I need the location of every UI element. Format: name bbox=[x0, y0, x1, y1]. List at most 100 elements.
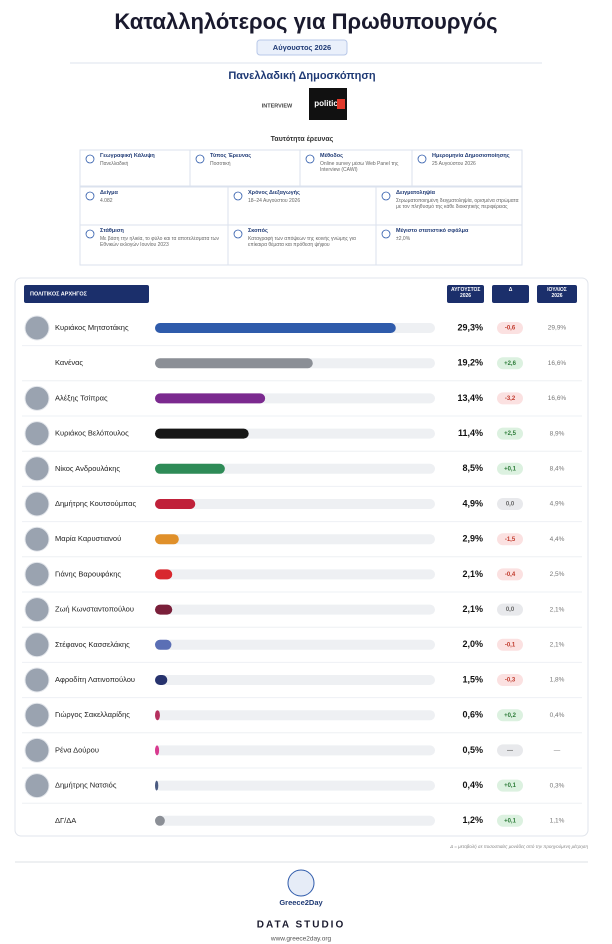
text-box: Δειγματοληψία bbox=[396, 190, 436, 196]
delta-label: -3,2 bbox=[505, 396, 516, 402]
bar-track bbox=[155, 745, 435, 756]
info-label: Τύπος Έρευνας bbox=[210, 153, 252, 159]
avatar bbox=[24, 421, 50, 447]
info-box bbox=[79, 224, 229, 266]
value-label: 19,2% bbox=[457, 358, 483, 368]
delta-label: 0,0 bbox=[506, 502, 515, 508]
text-box: Με βάση την ηλικία, το φύλο και τα αποτε… bbox=[100, 236, 220, 249]
value-label: 29,3% bbox=[457, 322, 483, 332]
bar-track bbox=[155, 815, 435, 826]
category-label: Αφροδίτη Λατινοπούλου bbox=[55, 675, 135, 684]
july-label: 2,1% bbox=[550, 606, 565, 613]
text-box: Σκοπός bbox=[248, 228, 268, 234]
text-box: Καταγραφή των απόψεων της κοινής γνώμης … bbox=[248, 236, 356, 249]
category-label: Ρένα Δούρου bbox=[55, 745, 99, 754]
text-box: Τύπος Έρευνας bbox=[210, 153, 252, 159]
delta-pill bbox=[497, 603, 523, 616]
bar bbox=[155, 323, 396, 333]
avatar bbox=[24, 773, 50, 799]
delta-label: +0,1 bbox=[504, 783, 517, 789]
series-name: Δ bbox=[508, 287, 513, 293]
info-icon bbox=[417, 154, 427, 164]
category-label: Δημήτρης Κουτσούμπας bbox=[55, 499, 136, 508]
bar bbox=[155, 428, 249, 439]
info-label: Δείγμα bbox=[100, 190, 118, 196]
july-label: 1,1% bbox=[550, 818, 565, 825]
info-label: Δειγματοληψία bbox=[396, 190, 436, 196]
july-label: 16,6% bbox=[548, 360, 567, 367]
category-label: Στέφανος Κασσελάκης bbox=[55, 640, 130, 649]
delta-label: +0,1 bbox=[504, 818, 517, 824]
avatar bbox=[24, 667, 50, 693]
july-label: 1,8% bbox=[550, 677, 565, 684]
info-label: Χρόνος Διεξαγωγής bbox=[248, 190, 300, 196]
text-box: Μέθοδος bbox=[320, 153, 343, 159]
july-label: 4,9% bbox=[550, 501, 565, 508]
footer-brand: DATA STUDIO bbox=[257, 920, 345, 931]
july-label: 16,6% bbox=[548, 395, 567, 402]
logo-interview: INTERVIEW bbox=[262, 103, 293, 109]
info-text: Online survey μέσω Web Panel της Intervi… bbox=[320, 161, 399, 174]
delta-label: +2,5 bbox=[504, 431, 517, 437]
delta-label: +0,1 bbox=[504, 466, 517, 472]
info-label: Γεωγραφική Κάλυψη bbox=[100, 153, 155, 159]
value-label: 2,1% bbox=[462, 569, 483, 579]
category-label: Μαρία Καρυστιανού bbox=[55, 534, 121, 543]
text-box: Στρωματοποιημένη δειγματοληψία, ορισμένα… bbox=[396, 198, 519, 210]
delta-label: -1,5 bbox=[505, 537, 516, 543]
category-label: Κανένας bbox=[55, 358, 83, 367]
value-label: 0,6% bbox=[462, 710, 483, 720]
info-box bbox=[79, 186, 229, 226]
bar bbox=[155, 815, 165, 826]
text-box: Χρόνος Διεξαγωγής bbox=[248, 190, 300, 196]
bar bbox=[155, 358, 313, 369]
delta-pill bbox=[497, 568, 523, 581]
info-text: 25 Αυγούστου 2026 bbox=[432, 161, 476, 167]
info-icon bbox=[85, 191, 95, 201]
value-label: 11,4% bbox=[458, 428, 483, 438]
info-label: Μέθοδος bbox=[320, 153, 343, 159]
category-label: Ζωή Κωνσταντοπούλου bbox=[55, 605, 134, 614]
bar-track bbox=[155, 604, 435, 615]
text-box: ±2,0% bbox=[396, 236, 411, 242]
category-label: Κυριάκος Βελόπουλος bbox=[55, 429, 129, 438]
delta-pill bbox=[497, 709, 523, 722]
survey-title: Ταυτότητα έρευνας bbox=[271, 136, 334, 143]
avatar bbox=[24, 385, 50, 411]
value-label: 8,5% bbox=[462, 463, 483, 473]
delta-pill bbox=[497, 533, 523, 546]
delta-pill bbox=[497, 744, 523, 757]
bar-track bbox=[155, 675, 435, 685]
footer-logo-mark bbox=[287, 869, 315, 897]
bar bbox=[155, 499, 196, 509]
july-label: 2,1% bbox=[550, 642, 565, 649]
header-pill bbox=[447, 285, 484, 303]
info-box bbox=[375, 186, 523, 226]
info-text: Με βάση την ηλικία, το φύλο και τα αποτε… bbox=[100, 236, 220, 249]
footer-url: www.greece2day.org bbox=[270, 936, 332, 943]
category-label: Κυριάκος Μητσοτάκης bbox=[55, 323, 129, 332]
info-text: ±2,0% bbox=[396, 236, 411, 242]
info-text: Καταγραφή των απόψεων της κοινής γνώμης … bbox=[248, 236, 356, 249]
avatar bbox=[24, 315, 50, 341]
info-text: Πανελλαδική bbox=[100, 161, 129, 167]
info-text: Ποσοτική bbox=[210, 161, 231, 167]
header-pill bbox=[24, 285, 149, 303]
delta-pill bbox=[497, 779, 523, 792]
bar-track bbox=[155, 534, 435, 545]
info-box bbox=[227, 224, 377, 266]
bar bbox=[155, 639, 172, 650]
delta-label: 0,0 bbox=[506, 607, 515, 613]
category-label: ΔΓ/ΔΑ bbox=[55, 816, 76, 825]
footnote: Δ = μεταβολή σε ποσοστιαίες μονάδες από … bbox=[449, 843, 588, 849]
logo-accent bbox=[337, 99, 345, 109]
text-box: Πανελλαδική bbox=[100, 161, 129, 167]
info-icon bbox=[233, 191, 243, 201]
delta-label: -0,4 bbox=[505, 572, 516, 578]
info-label: Στάθμιση bbox=[100, 228, 124, 234]
category-label: Δημήτρης Νατσιός bbox=[55, 781, 117, 790]
bar-track bbox=[155, 463, 435, 474]
logo-politic: politic bbox=[314, 99, 338, 108]
delta-label: -0,6 bbox=[505, 326, 516, 332]
date-badge bbox=[256, 39, 348, 56]
